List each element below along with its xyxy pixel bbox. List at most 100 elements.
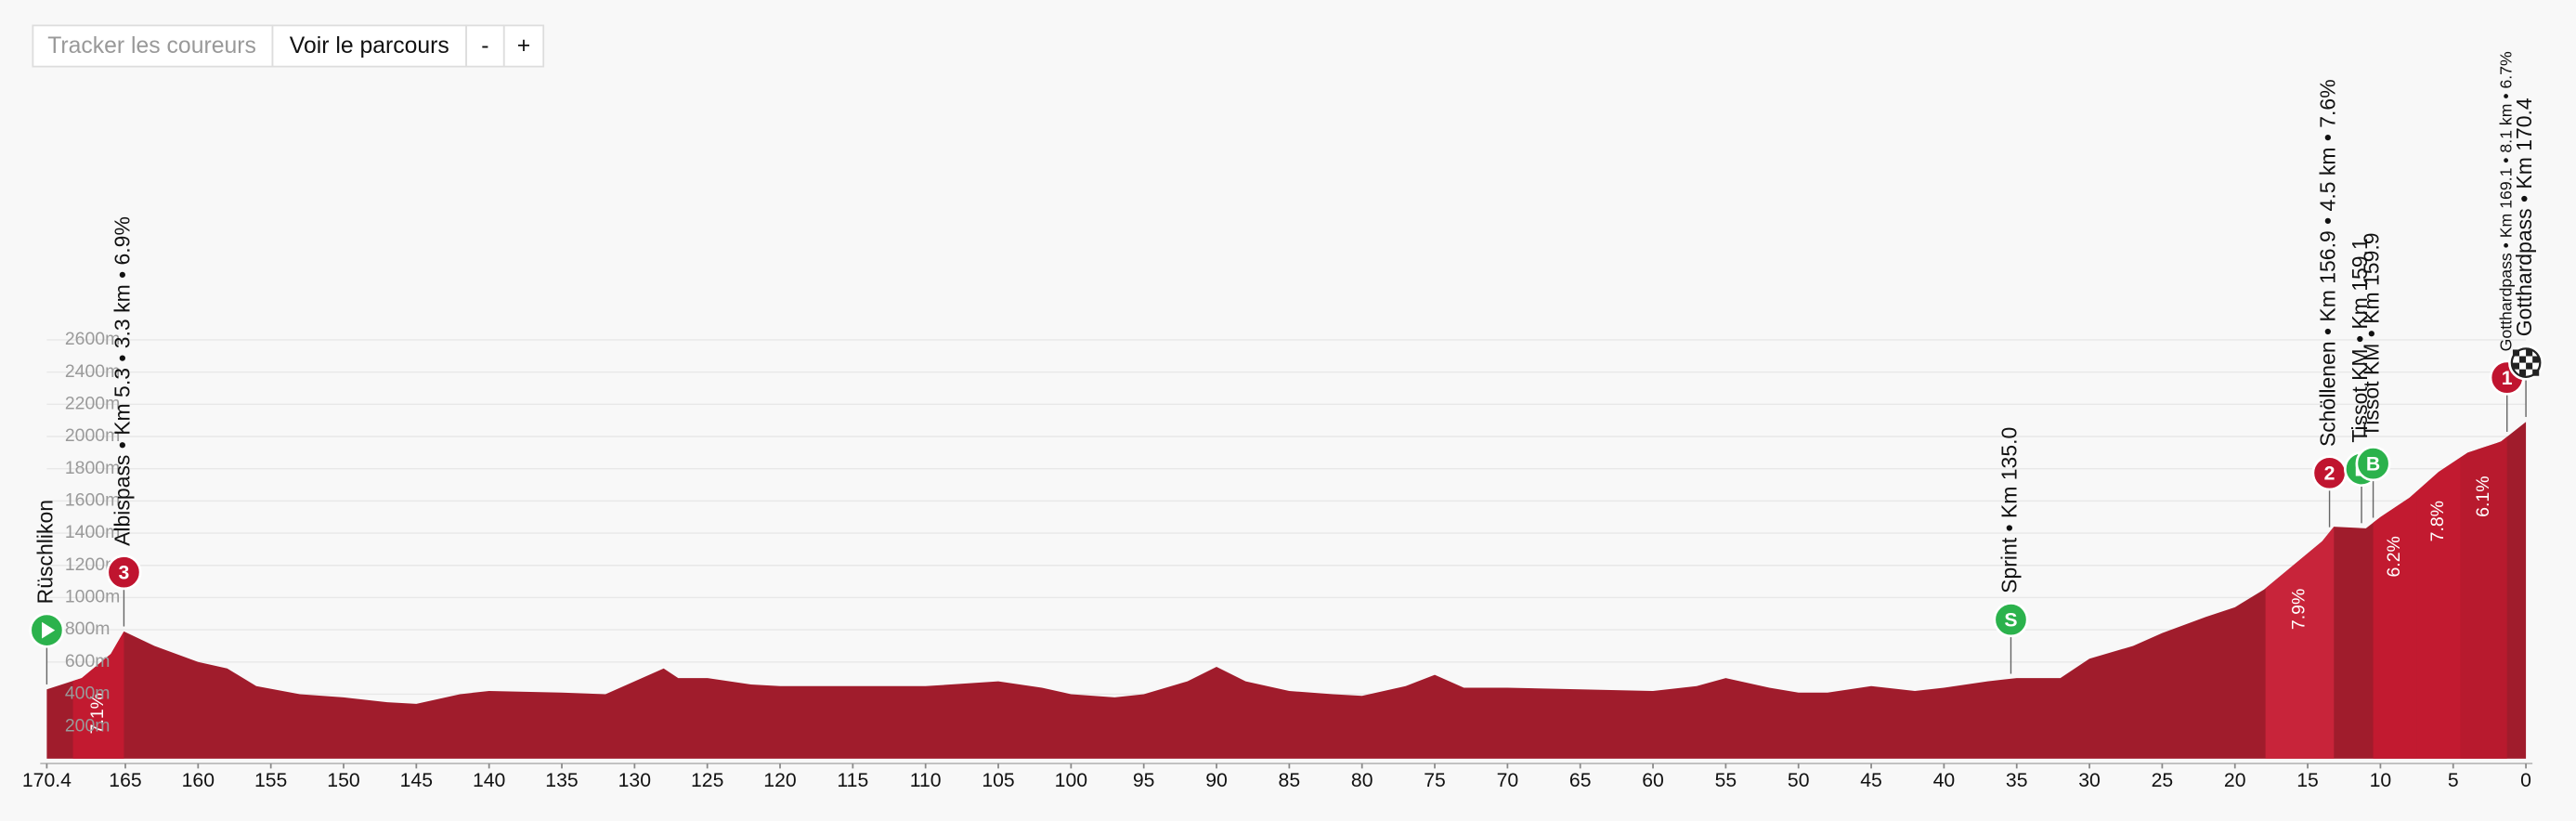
badge-circle [2355, 446, 2391, 482]
x-tick-label: 140 [473, 770, 505, 791]
marker-badge: 3 [106, 554, 142, 591]
y-tick-label: 2400m [65, 361, 120, 382]
y-tick-label: 600m [65, 651, 111, 671]
badge-text: 3 [119, 563, 130, 584]
marker-badge: B [2355, 446, 2391, 482]
x-tick-label: 150 [327, 770, 359, 791]
x-tick-label: 20 [2224, 770, 2246, 791]
badge-text: 1 [2502, 368, 2513, 389]
climb-segment [2460, 437, 2507, 759]
finish-square [2532, 369, 2540, 376]
button-label: Tracker les coureurs [47, 33, 256, 59]
x-tick-label: 55 [1715, 770, 1737, 791]
gradient-label: 7.9% [2289, 589, 2309, 630]
climb-segment [72, 631, 124, 759]
button-box [32, 24, 274, 68]
x-tick-label: 115 [837, 770, 868, 791]
elevation-area [46, 422, 2527, 759]
x-tick-label: 90 [1205, 770, 1228, 791]
x-tick-label: 95 [1133, 770, 1155, 791]
finish-square [2532, 356, 2540, 363]
zoom-out-button[interactable]: - [465, 24, 505, 68]
x-tick-label: 50 [1788, 770, 1810, 791]
marker-label: Tissot KM • Km 159.9 [2360, 232, 2384, 437]
route-button[interactable]: Voir le parcours [271, 24, 467, 68]
y-tick-label: 800m [65, 619, 111, 639]
marker-label: Rüschlikon [33, 500, 57, 604]
button-box [502, 24, 545, 68]
x-tick-label: 155 [254, 770, 287, 791]
y-tick-label: 2600m [65, 329, 120, 349]
finish-square [2512, 362, 2519, 370]
x-tick-label: 0 [2520, 770, 2531, 791]
y-tick-label: 2000m [65, 425, 120, 446]
x-tick-label: 45 [1860, 770, 1882, 791]
finish-square [2526, 349, 2533, 357]
finish-square [2512, 349, 2519, 357]
x-tick-label: 25 [2152, 770, 2174, 791]
x-tick-label: 120 [763, 770, 796, 791]
x-tick-label: 5 [2448, 770, 2459, 791]
y-tick-label: 1800m [65, 458, 120, 478]
button-box [271, 24, 467, 68]
marker-badge: 2 [2311, 455, 2348, 491]
x-tick-label: 125 [691, 770, 723, 791]
x-tick-label: 80 [1351, 770, 1373, 791]
climb-segment [2265, 527, 2335, 759]
x-tick-label: 40 [1933, 770, 1956, 791]
button-label: Voir le parcours [290, 33, 449, 59]
marker-label: Gotthardpass • Km 169.1 • 8.1 km • 6.7% [2496, 51, 2515, 351]
gradient-label: 7.1% [87, 693, 108, 734]
gradient-label: 6.2% [2384, 536, 2404, 577]
x-tick-label: 75 [1424, 770, 1446, 791]
marker-label: Sprint • Km 135.0 [1997, 427, 2022, 593]
x-tick-label: 100 [1055, 770, 1087, 791]
marker-label: Tissot KM • Km 159.1 [2348, 238, 2372, 442]
x-tick-label: 60 [1642, 770, 1664, 791]
badge-text: 2 [2324, 463, 2335, 485]
marker-badge: S [1993, 602, 2029, 638]
x-tick-label: 145 [400, 770, 433, 791]
x-tick-label: 165 [109, 770, 141, 791]
climb-segment [2416, 457, 2461, 759]
button-label: + [517, 33, 530, 59]
badge-text: S [2004, 610, 2017, 632]
y-tick-label: 1000m [65, 587, 120, 607]
x-tick-label: 170.4 [22, 770, 72, 791]
x-tick-label: 65 [1569, 770, 1592, 791]
x-tick-label: 160 [182, 770, 215, 791]
x-tick-label: 10 [2370, 770, 2392, 791]
x-tick-label: 135 [545, 770, 578, 791]
badge-text: B [2366, 454, 2380, 476]
finish-square [2519, 356, 2527, 363]
x-tick-label: 130 [618, 770, 651, 791]
zoom-in-button[interactable]: + [502, 24, 545, 68]
y-tick-label: 1600m [65, 490, 120, 511]
x-tick-label: 15 [2296, 770, 2319, 791]
y-tick-label: 200m [65, 715, 111, 736]
climb-segment [2373, 490, 2417, 759]
tracker-button[interactable]: Tracker les coureurs [32, 24, 274, 68]
y-tick-label: 2200m [65, 393, 120, 413]
gradient-label: 7.8% [2427, 501, 2448, 541]
x-tick-label: 35 [2006, 770, 2028, 791]
marker-label: Schöllenen • Km 156.9 • 4.5 km • 7.6% [2316, 79, 2340, 447]
y-tick-label: 400m [65, 684, 111, 704]
badge-circle [106, 554, 142, 591]
marker-label: Gotthardpass • Km 170.4 [2512, 98, 2536, 336]
y-tick-label: 1400m [65, 522, 120, 542]
x-tick-label: 70 [1497, 770, 1519, 791]
y-tick-label: 1200m [65, 554, 120, 575]
finish-square [2526, 362, 2533, 370]
x-tick-label: 110 [910, 770, 942, 791]
marker-label: Albispass • Km 5.3 • 3.3 km • 6.9% [111, 216, 135, 546]
x-tick-label: 85 [1279, 770, 1301, 791]
button-box [465, 24, 505, 68]
gradient-label: 6.1% [2473, 476, 2493, 517]
marker-badge [2508, 345, 2544, 381]
finish-square [2519, 369, 2527, 376]
start-icon [42, 621, 56, 639]
button-label: - [481, 33, 488, 59]
